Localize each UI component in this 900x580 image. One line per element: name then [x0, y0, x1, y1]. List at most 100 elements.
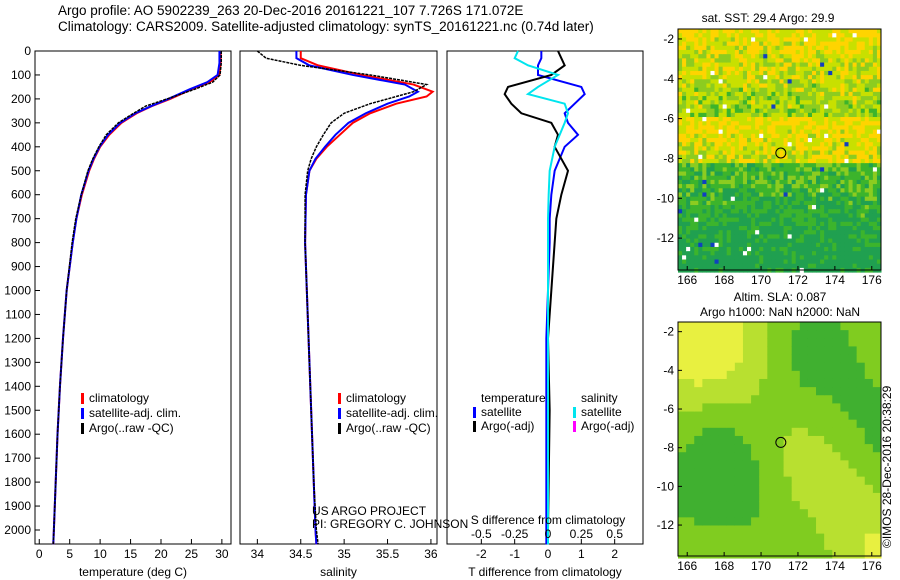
map-cell	[694, 83, 699, 89]
map-cell	[767, 121, 772, 126]
map-cell	[783, 230, 789, 235]
map-cell	[771, 83, 776, 89]
map-cell	[816, 108, 821, 114]
map-cell	[722, 87, 728, 93]
map-cell	[755, 62, 760, 68]
map-cell	[864, 66, 870, 72]
map-cell	[868, 263, 874, 269]
map-cell	[860, 150, 866, 156]
map-cell	[718, 192, 724, 198]
map-cell	[759, 121, 764, 126]
map-cell	[832, 158, 837, 164]
map-cell	[868, 125, 874, 131]
map-cell	[742, 221, 748, 227]
map-cell	[726, 492, 736, 502]
map-cell	[734, 37, 740, 43]
map-cell	[848, 29, 854, 34]
map-cell	[832, 378, 841, 388]
map-cell	[844, 70, 850, 76]
map-cell	[714, 75, 720, 80]
map-cell	[759, 217, 764, 223]
map-cell	[791, 142, 797, 147]
map-cell	[718, 184, 724, 189]
map-cell	[779, 259, 785, 265]
map-cell	[742, 411, 752, 421]
map-cell	[811, 158, 817, 164]
map-cell	[860, 133, 866, 139]
map-cell	[738, 54, 744, 59]
map-cell	[791, 129, 797, 135]
map-cell	[860, 70, 866, 76]
map-cell	[710, 378, 720, 388]
map-cell	[840, 225, 845, 231]
map-cell	[722, 246, 728, 252]
map-cell	[722, 163, 728, 168]
map-cell	[747, 75, 752, 80]
map-cell	[682, 188, 687, 193]
map-cell	[864, 354, 874, 364]
map-cell	[718, 460, 728, 470]
map-cell	[868, 213, 874, 219]
map-cell	[864, 395, 874, 404]
map-cell	[799, 263, 805, 269]
legend-swatch	[338, 423, 341, 434]
map-cell	[714, 217, 720, 223]
map-cell	[714, 251, 720, 256]
map-cell	[828, 175, 833, 181]
map-cell	[876, 129, 882, 135]
map-cell	[864, 125, 870, 131]
map-cell	[779, 200, 785, 206]
map-cell	[807, 83, 813, 89]
map-cell	[852, 154, 858, 160]
map-cell	[807, 435, 817, 445]
map-cell	[710, 129, 716, 135]
map-cell	[742, 533, 752, 543]
map-cell	[848, 75, 854, 80]
map-cell	[686, 251, 691, 256]
map-cell	[718, 171, 724, 177]
map-cell	[787, 29, 793, 34]
map-cell	[763, 230, 768, 235]
map-cell	[690, 79, 695, 84]
map-cell	[811, 154, 817, 160]
map-cell	[807, 403, 817, 413]
map-cell	[828, 129, 833, 135]
map-cell	[807, 444, 817, 453]
map-cell	[791, 175, 797, 181]
map-cell	[856, 387, 866, 396]
map-cell	[872, 509, 882, 518]
map-cell	[872, 121, 878, 126]
map-cell	[678, 104, 683, 110]
map-cell	[686, 112, 691, 118]
map-cell	[726, 238, 732, 244]
map-cell	[714, 87, 720, 93]
map-cell	[742, 33, 748, 38]
map-cell	[747, 163, 752, 168]
map-cell	[718, 435, 728, 445]
map-cell	[816, 427, 825, 437]
map-cell	[706, 230, 711, 235]
map-cell	[771, 133, 776, 139]
map-cell	[795, 83, 801, 89]
map-cell	[714, 192, 720, 198]
map-cell	[738, 234, 744, 240]
map-cell	[876, 246, 882, 252]
map-cell	[714, 234, 720, 240]
map-cell	[763, 238, 768, 244]
map-cell	[816, 175, 821, 181]
map-cell	[816, 251, 821, 256]
map-cell	[718, 346, 728, 356]
map-cell	[848, 49, 854, 55]
map-cell	[751, 354, 760, 364]
map-cell	[876, 192, 882, 198]
map-cell	[811, 62, 817, 68]
map-cell	[868, 133, 874, 139]
map-cell	[771, 251, 776, 256]
map-cell	[747, 33, 752, 38]
map-cell	[791, 108, 797, 114]
map-cell	[832, 468, 841, 478]
map-cell	[714, 225, 720, 231]
map-cell	[824, 200, 829, 206]
map-cell	[860, 158, 866, 164]
map-cell	[811, 217, 817, 223]
